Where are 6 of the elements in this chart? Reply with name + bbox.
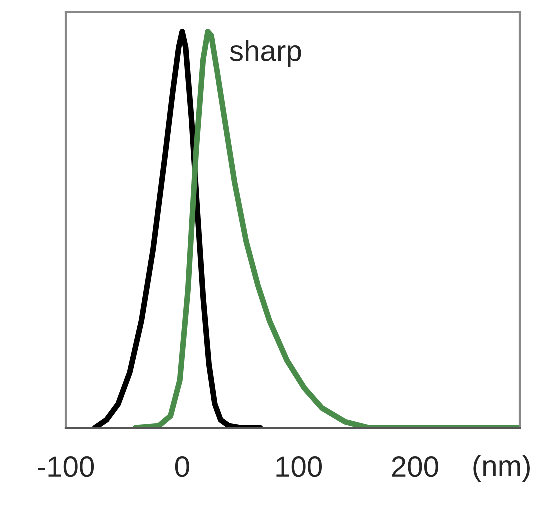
x-tick-label: 200 <box>392 456 438 478</box>
x-tick-label: 100 <box>276 456 322 478</box>
x-axis-title: (nm) <box>474 455 530 482</box>
x-tick-label: 0 <box>175 456 190 478</box>
x-tick-label: -100 <box>38 456 94 478</box>
annotation: sharp <box>230 40 302 68</box>
